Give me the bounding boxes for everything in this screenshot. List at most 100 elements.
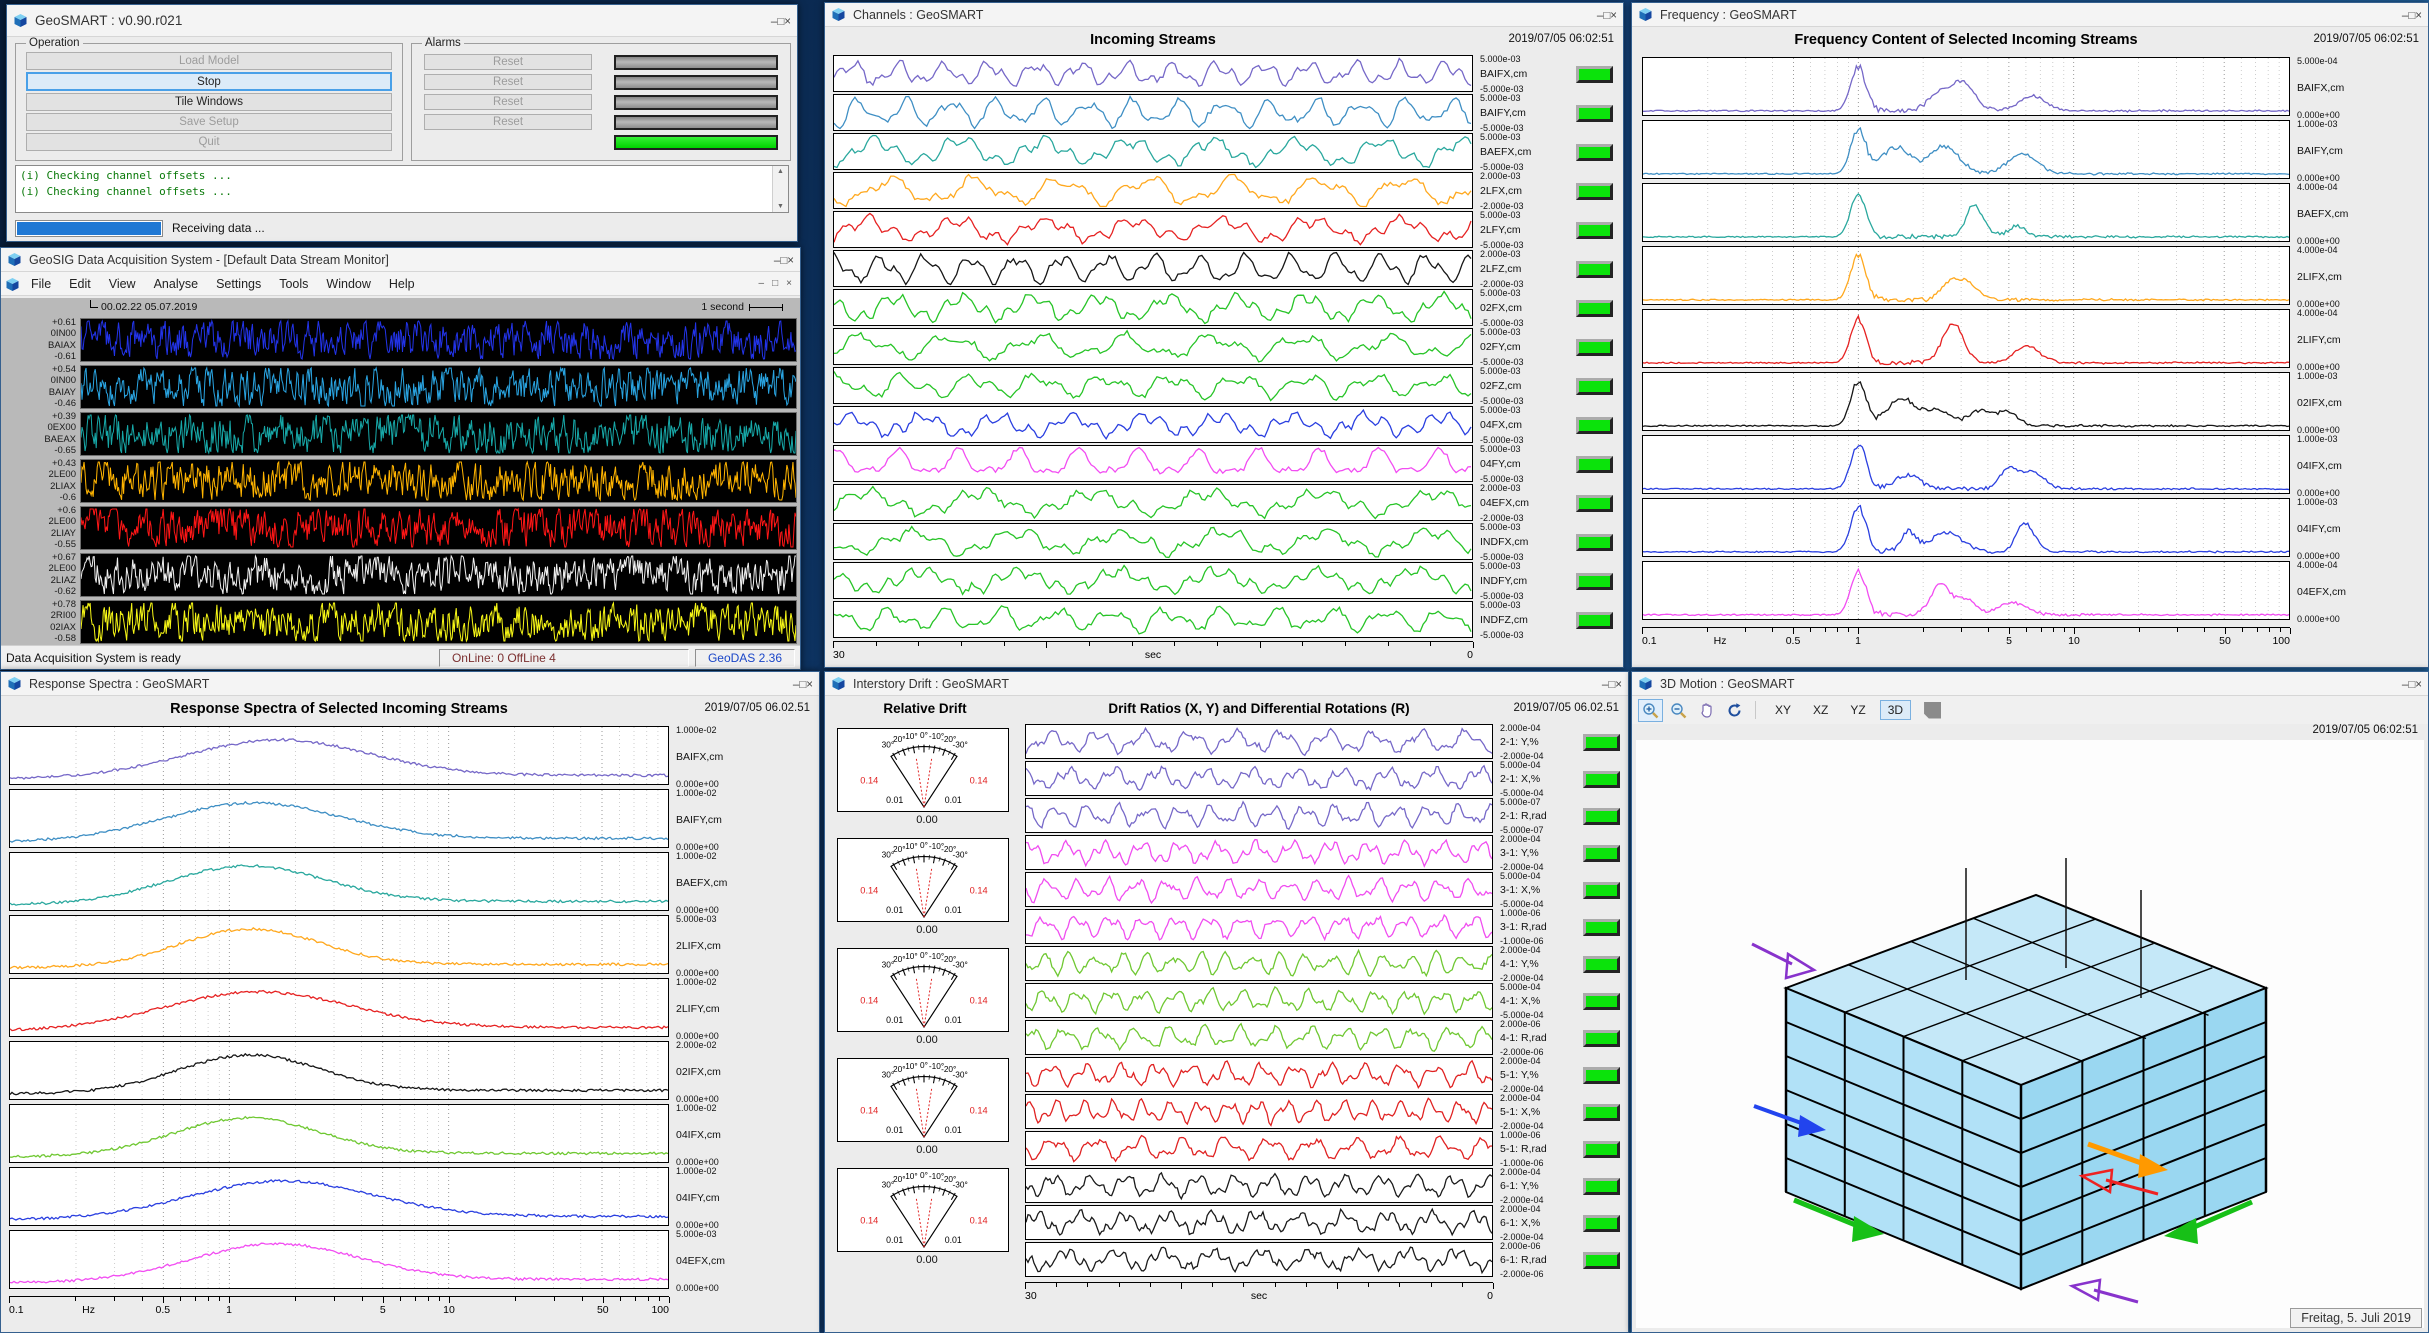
menu-view[interactable]: View xyxy=(100,277,145,291)
alarm-reset-button[interactable]: Reset xyxy=(424,94,592,110)
mdi-minimize-button[interactable]: – xyxy=(759,278,765,289)
axis-tick xyxy=(1368,1283,1369,1287)
stream-row-baefx-cm: 5.000e-03BAEFX,cm-5.000e-03 xyxy=(833,133,1619,172)
log-area: (i) Checking channel offsets ...(i) Chec… xyxy=(15,165,789,213)
led-cell xyxy=(1576,484,1619,523)
gauge-degree-label: 10° xyxy=(905,951,918,961)
3d-timestamp: 2019/07/05 06:02:51 xyxy=(2312,724,2418,736)
zoom-out-icon[interactable] xyxy=(1666,699,1691,722)
das-status-message: Data Acquisition System is ready xyxy=(6,651,433,665)
menu-settings[interactable]: Settings xyxy=(207,277,270,291)
alarm-reset-button[interactable]: Reset xyxy=(424,54,592,70)
operation-button-tile-windows[interactable]: Tile Windows xyxy=(26,93,392,111)
stream-label: 1.000e-0204IFX,cm0.000e+00 xyxy=(669,1104,799,1167)
titlebar-frequency[interactable]: Frequency : GeoSMART –□× xyxy=(1632,3,2428,27)
view-button-yz[interactable]: YZ xyxy=(1842,700,1873,720)
titlebar-3d-motion[interactable]: 3D Motion : GeoSMART –□× xyxy=(1632,672,2428,696)
led-cell xyxy=(1576,289,1619,328)
stream-max-value: 1.000e-02 xyxy=(676,789,799,799)
led-cell xyxy=(1576,562,1619,601)
titlebar-drift[interactable]: Interstory Drift : GeoSMART –□× xyxy=(825,672,1628,696)
das-channel-name: BAIAY xyxy=(49,388,76,398)
operation-button-stop[interactable]: Stop xyxy=(26,72,392,91)
3d-scene[interactable] xyxy=(1636,740,2424,1328)
stream-row-04ifx-cm: 1.000e-0204IFX,cm0.000e+00 xyxy=(9,1104,815,1167)
alarm-reset-button[interactable]: Reset xyxy=(424,74,592,90)
status-led xyxy=(1583,1067,1620,1084)
titlebar-response[interactable]: Response Spectra : GeoSMART –□× xyxy=(1,672,819,696)
titlebar-geosig-das[interactable]: GeoSIG Data Acquisition System - [Defaul… xyxy=(1,248,800,272)
menu-tools[interactable]: Tools xyxy=(270,277,317,291)
scroll-up-icon[interactable]: ▲ xyxy=(777,168,784,175)
operation-button-quit[interactable]: Quit xyxy=(26,133,392,151)
stream-plot xyxy=(9,915,669,974)
gauge-degree-label: 20° xyxy=(893,954,906,964)
stream-row-6-1-r-rad: 2.000e-066-1: R,rad-2.000e-06 xyxy=(1025,1242,1626,1279)
das-waveform-plot xyxy=(80,318,797,362)
stream-row-baifx-cm: 5.000e-04BAIFX,cm0.000e+00 xyxy=(1642,57,2424,120)
close-button[interactable]: × xyxy=(2415,10,2422,22)
menu-help[interactable]: Help xyxy=(380,277,424,291)
stream-plot xyxy=(833,562,1473,599)
stream-label: 2.000e-043-1: Y,%-2.000e-04 xyxy=(1493,835,1581,872)
stream-name: 2LIFX,cm xyxy=(2297,273,2410,283)
operation-button-save-setup[interactable]: Save Setup xyxy=(26,113,392,131)
close-button[interactable]: × xyxy=(1610,10,1617,22)
axis-tick xyxy=(195,1297,196,1301)
axis-tick xyxy=(2177,628,2178,632)
status-led xyxy=(1583,993,1620,1010)
pan-icon[interactable] xyxy=(1694,699,1719,722)
mdi-close-button[interactable]: × xyxy=(786,278,792,289)
alarm-row xyxy=(424,134,778,150)
axis-tick xyxy=(2280,628,2281,632)
view-button-3d[interactable]: 3D xyxy=(1880,700,1911,720)
axis-tick xyxy=(1302,642,1303,646)
rotate-icon[interactable] xyxy=(1722,699,1747,722)
gauge-degree-label: 0° xyxy=(920,950,928,960)
gauge-limit-right: 0.14 xyxy=(970,996,988,1006)
close-button[interactable]: × xyxy=(787,255,794,267)
stream-row-02ifx-cm: 1.000e-0302IFX,cm0.000e+00 xyxy=(1642,372,2424,435)
zoom-in-icon[interactable] xyxy=(1638,699,1663,722)
menu-edit[interactable]: Edit xyxy=(60,277,100,291)
close-button[interactable]: × xyxy=(806,679,813,691)
status-led xyxy=(1583,1178,1620,1195)
stream-row-02ifx-cm: 2.000e-0202IFX,cm0.000e+00 xyxy=(9,1041,815,1104)
axis-tick xyxy=(2026,628,2027,632)
stream-plot xyxy=(1025,724,1493,759)
titlebar-geosmart-control[interactable]: GeoSMART : v0.90.r021 –□× xyxy=(7,5,797,37)
das-channel-row: +0.432LE002LIAX-0.6 xyxy=(4,459,797,503)
stream-label: 2.000e-066-1: R,rad-2.000e-06 xyxy=(1493,1242,1581,1279)
menu-file[interactable]: File xyxy=(22,277,60,291)
das-channel-name: BAIAX xyxy=(48,341,76,351)
trace xyxy=(1643,445,2289,490)
stream-max-value: 2.000e-04 xyxy=(1500,946,1581,956)
status-led xyxy=(1576,378,1613,395)
close-button[interactable]: × xyxy=(1615,679,1622,691)
stream-label: 5.000e-0304FX,cm-5.000e-03 xyxy=(1473,406,1576,445)
view-button-xy[interactable]: XY xyxy=(1767,700,1799,720)
stream-label: 2.000e-046-1: X,%-2.000e-04 xyxy=(1493,1205,1581,1242)
close-button[interactable]: × xyxy=(2415,679,2422,691)
gauge-degree-label: -30° xyxy=(952,849,967,859)
menu-analyse[interactable]: Analyse xyxy=(145,277,207,291)
mdi-restore-button[interactable]: □ xyxy=(772,278,778,289)
stream-plot xyxy=(833,211,1473,248)
stream-label: 4.000e-042LIFY,cm0.000e+00 xyxy=(2290,309,2410,372)
scroll-down-icon[interactable]: ▼ xyxy=(777,203,784,210)
menu-window[interactable]: Window xyxy=(317,277,379,291)
close-button[interactable]: × xyxy=(784,16,791,28)
operation-button-load-model[interactable]: Load Model xyxy=(26,52,392,70)
alarm-reset-button[interactable]: Reset xyxy=(424,114,592,130)
stream-row-2lifx-cm: 5.000e-032LIFX,cm0.000e+00 xyxy=(9,915,815,978)
view-button-xz[interactable]: XZ xyxy=(1805,700,1836,720)
log-scrollbar[interactable]: ▲ ▼ xyxy=(772,166,788,212)
axis-tick xyxy=(1431,1283,1432,1287)
channels-header: Incoming Streams 2019/07/05 06:02:51 xyxy=(825,27,1623,53)
alarm-gauge-active xyxy=(614,135,778,150)
stream-plot xyxy=(1025,835,1493,870)
titlebar-channels[interactable]: Channels : GeoSMART –□× xyxy=(825,3,1623,27)
stream-name: BAIFX,cm xyxy=(2297,84,2410,94)
stream-row-5-1-y: 2.000e-045-1: Y,%-2.000e-04 xyxy=(1025,1057,1626,1094)
scale-bar-icon xyxy=(749,307,783,308)
